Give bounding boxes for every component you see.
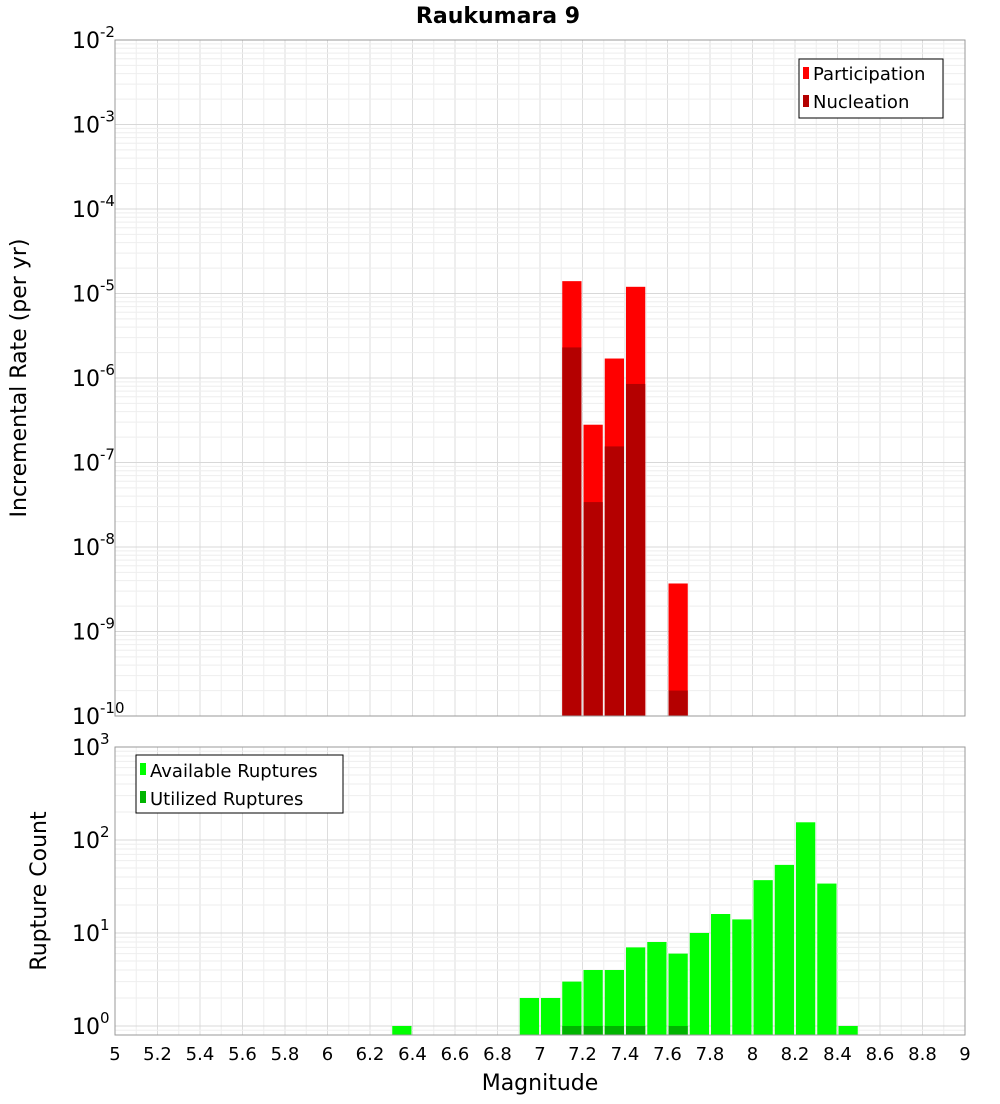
overlay-bar-utilized-ruptures [604,1025,624,1035]
y-tick-label: 10-5 [72,277,115,308]
bar-available-ruptures [732,919,752,1035]
x-tick-label: 5 [109,1044,120,1065]
bar-available-ruptures [519,997,539,1035]
top-grid [114,39,966,717]
nucleation-legend-swatch [803,95,809,107]
x-tick-label: 5.8 [271,1044,300,1065]
y-tick-label: 10-9 [72,615,115,646]
y-tick-label: 10-7 [72,446,115,477]
y-tick-label: 103 [72,730,110,761]
bar-available-ruptures [689,932,709,1035]
bottom-legend: Available Ruptures Utilized Ruptures [135,754,344,814]
bar-available-ruptures [796,822,816,1035]
y-tick-label: 10-3 [72,108,115,139]
x-tick-label: 7.4 [611,1044,640,1065]
overlay-bar-utilized-ruptures [562,1025,582,1035]
x-tick-label: 8.4 [823,1044,852,1065]
x-tick-label: 6.4 [398,1044,427,1065]
overlay-bar-utilized-ruptures [668,1025,688,1035]
x-tick-label: 5.4 [186,1044,215,1065]
overlay-bar-utilized-ruptures [583,1025,603,1035]
x-tick-label: 9 [959,1044,970,1065]
bar-available-ruptures [604,969,624,1035]
bar-available-ruptures [838,1025,858,1035]
x-tick-label: 7.6 [653,1044,682,1065]
top-y-axis-title: Incremental Rate (per yr) [7,239,32,518]
bottom-legend-box [135,754,344,814]
y-tick-label: 102 [72,823,110,854]
x-axis-title: Magnitude [482,1071,599,1096]
y-tick-label: 10-8 [72,530,115,561]
participation-legend-label: Participation [813,64,925,85]
bar-available-ruptures [817,883,837,1035]
bar-available-ruptures [711,914,731,1035]
x-tick-label: 6.2 [356,1044,385,1065]
bottom-bars [392,822,858,1035]
x-tick-label: 8.6 [866,1044,895,1065]
nucleation-legend-label: Nucleation [813,92,909,113]
x-tick-label: 7.8 [696,1044,725,1065]
top-plot-border [114,39,966,717]
bottom-y-tick-labels: 100 101 102 103 [72,730,110,1040]
y-tick-label: 10-4 [72,192,115,223]
rupture-count-panel: 100 101 102 103 5 5.2 5.4 5.6 5.8 6 6.2 6.4 6.6 6.8 7… [27,730,971,1096]
overlay-bar-nucleation [562,347,582,716]
overlay-bar-utilized-ruptures [626,1025,646,1035]
utilized-ruptures-legend-label: Utilized Ruptures [150,789,303,810]
x-tick-label: 7 [534,1044,545,1065]
y-tick-label: 101 [72,916,110,947]
bar-available-ruptures [583,969,603,1035]
overlay-bar-nucleation [604,446,624,716]
chart-title: Raukumara 9 [416,4,580,29]
available-ruptures-legend-swatch [140,763,146,775]
x-tick-label: 7.2 [568,1044,597,1065]
y-tick-label: 10-2 [72,23,115,54]
x-tick-label: 5.2 [143,1044,172,1065]
bar-available-ruptures [562,981,582,1035]
x-tick-labels: 5 5.2 5.4 5.6 5.8 6 6.2 6.4 6.6 6.8 7 7.2 7.4 7.6 7.8 8… [109,1044,970,1065]
available-ruptures-legend-label: Available Ruptures [150,761,318,782]
x-tick-label: 6.8 [483,1044,512,1065]
x-tick-label: 8.2 [781,1044,810,1065]
bar-available-ruptures [626,947,646,1035]
top-bars [562,281,688,716]
y-tick-label: 10-6 [72,361,115,392]
bar-available-ruptures [392,1025,412,1035]
utilized-ruptures-legend-swatch [140,791,146,803]
bar-participation [668,583,688,716]
participation-legend-swatch [803,67,809,79]
x-tick-label: 6 [322,1044,333,1065]
participation-rate-panel: 10-10 10-9 10-8 10-7 10-6 10-5 10-4 10-3 10-2 In… [7,23,966,730]
bar-available-ruptures [647,942,667,1035]
top-y-tick-labels: 10-10 10-9 10-8 10-7 10-6 10-5 10-4 10-3 10-2 [72,23,125,730]
x-tick-label: 5.6 [228,1044,257,1065]
x-tick-label: 8 [747,1044,758,1065]
bottom-y-axis-title: Rupture Count [27,811,52,971]
x-tick-label: 6.6 [441,1044,470,1065]
y-tick-label: 100 [72,1009,110,1040]
top-legend-box [798,58,944,119]
x-tick-label: 8.8 [908,1044,937,1065]
overlay-bar-nucleation [668,690,688,716]
bar-available-ruptures [541,997,561,1035]
bar-available-ruptures [774,864,794,1035]
bar-available-ruptures [753,880,773,1035]
bar-available-ruptures [668,953,688,1035]
y-tick-label: 10-10 [72,699,125,730]
overlay-bar-nucleation [626,383,646,716]
top-legend: Participation Nucleation [798,58,944,119]
overlay-bar-nucleation [583,502,603,716]
bottom-plot-border [114,746,966,1036]
